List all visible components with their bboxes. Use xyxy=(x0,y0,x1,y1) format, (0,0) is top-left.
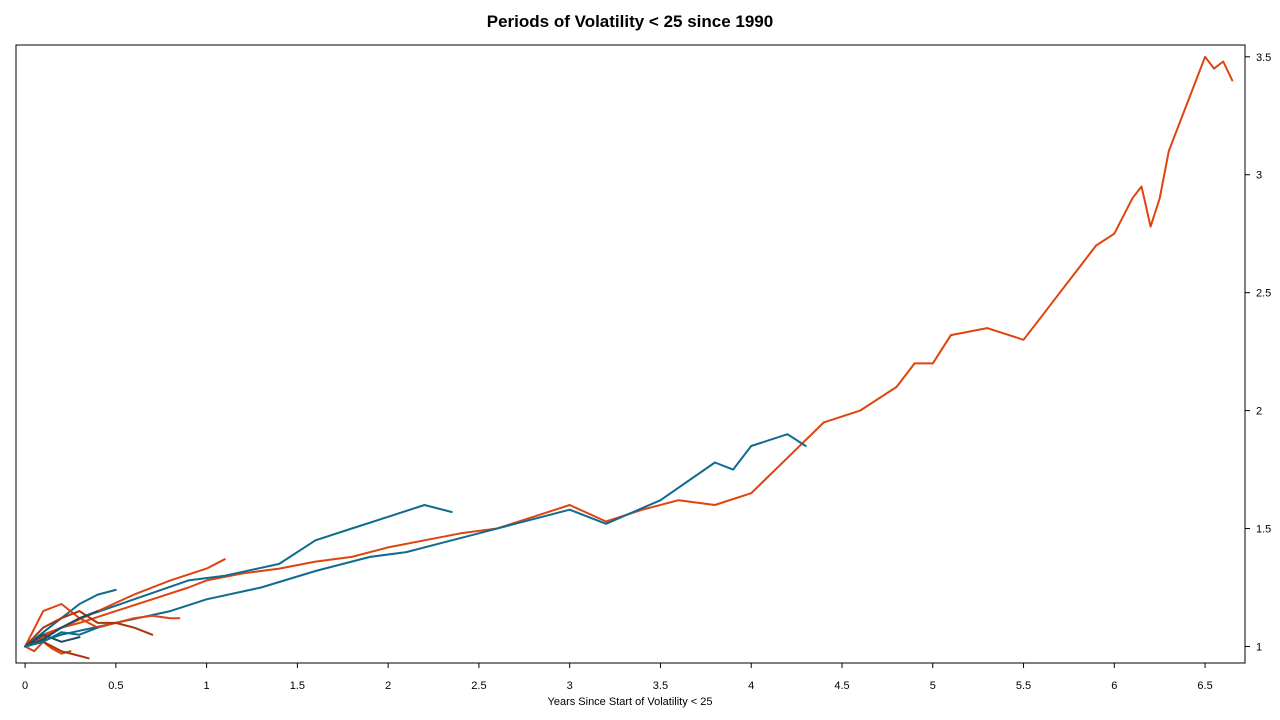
plot-frame xyxy=(15,44,1246,664)
x-tick-label: 6 xyxy=(1111,680,1117,692)
y-tick-label: 1.5 xyxy=(1256,524,1271,536)
series-line-6 xyxy=(24,603,181,648)
x-tick-label: 1 xyxy=(204,680,210,692)
x-tick-label: 2 xyxy=(385,680,391,692)
x-tick-label: 2.5 xyxy=(471,680,486,692)
series-line-7 xyxy=(24,610,154,648)
y-tick-label: 3.5 xyxy=(1256,52,1271,64)
series-line-2 xyxy=(24,433,807,648)
series-line-9 xyxy=(24,640,72,655)
x-tick-label: 6.5 xyxy=(1197,680,1212,692)
series-line-8 xyxy=(24,610,99,648)
series-layer xyxy=(24,55,1234,660)
x-tick-label: 3.5 xyxy=(653,680,668,692)
x-tick-label: 0 xyxy=(22,680,28,692)
x-tick-label: 5 xyxy=(930,680,936,692)
x-tick-label: 4 xyxy=(748,680,754,692)
x-tick-label: 1.5 xyxy=(290,680,305,692)
y-tick-label: 1 xyxy=(1256,641,1262,653)
chart-title: Periods of Volatility < 25 since 1990 xyxy=(487,12,773,31)
series-line-1 xyxy=(24,55,1234,648)
x-tick-label: 4.5 xyxy=(834,680,849,692)
x-tick-label: 5.5 xyxy=(1016,680,1031,692)
x-tick-label: 0.5 xyxy=(108,680,123,692)
y-tick-label: 3 xyxy=(1256,170,1262,182)
x-axis: 0 0.5 1 1.5 2 2.5 3 3.5 4 4.5 5 5.5 6 6.5 xyxy=(22,663,1213,692)
series-line-12 xyxy=(24,626,99,648)
y-axis: 1 1.5 2 2.5 3 3.5 xyxy=(1245,52,1271,653)
y-tick-label: 2 xyxy=(1256,406,1262,418)
y-tick-label: 2.5 xyxy=(1256,288,1271,300)
series-line-3 xyxy=(24,504,453,648)
series-line-11 xyxy=(24,633,81,648)
x-axis-label: Years Since Start of Volatility < 25 xyxy=(548,696,713,708)
x-tick-label: 3 xyxy=(567,680,573,692)
